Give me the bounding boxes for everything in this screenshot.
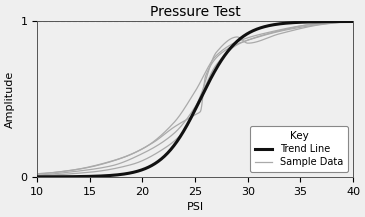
X-axis label: PSI: PSI: [187, 202, 204, 212]
Title: Pressure Test: Pressure Test: [150, 5, 241, 19]
Y-axis label: Amplitude: Amplitude: [5, 71, 15, 128]
Legend: Trend Line, Sample Data: Trend Line, Sample Data: [250, 127, 348, 172]
